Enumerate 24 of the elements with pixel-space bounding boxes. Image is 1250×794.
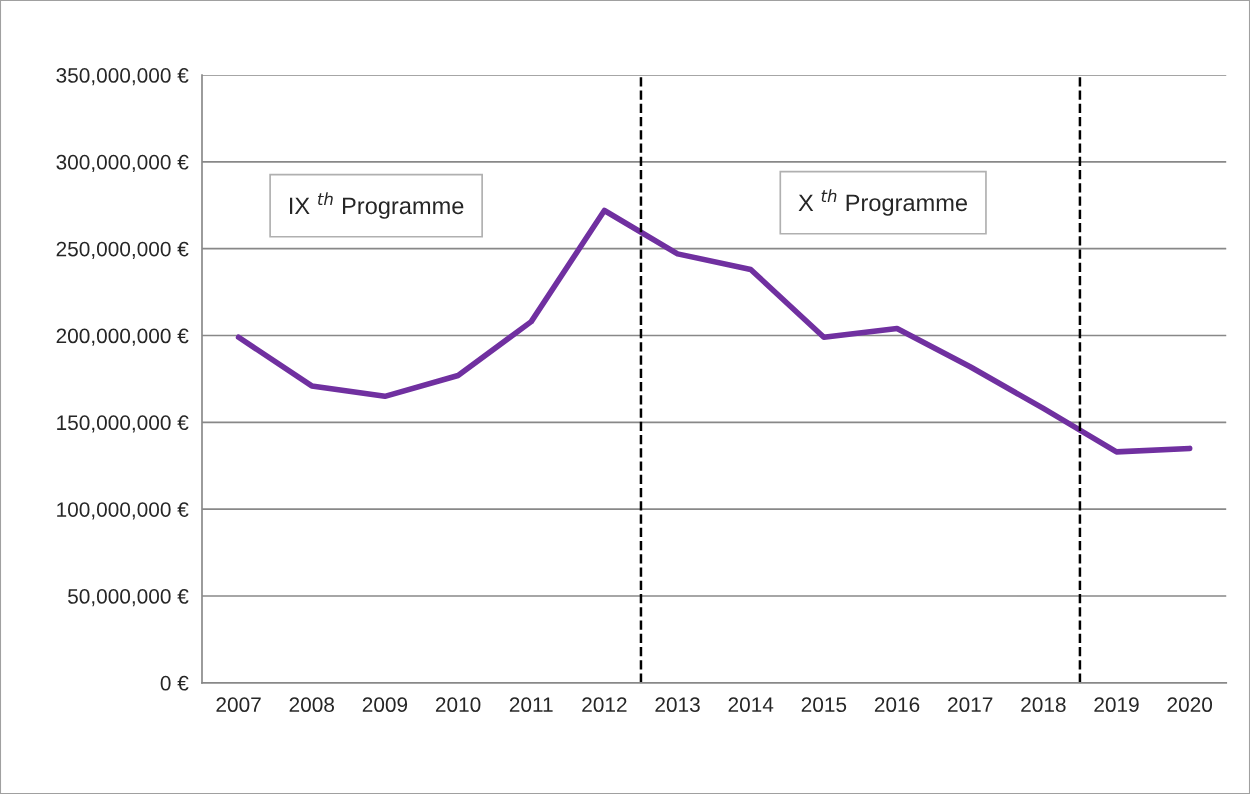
y-tick-label: 100,000,000 € bbox=[57, 502, 189, 520]
y-tick-label: 0 € bbox=[160, 675, 189, 691]
x-tick-label: 2010 bbox=[435, 697, 481, 713]
x-tick-label: 2009 bbox=[362, 697, 408, 713]
x-tick-label: 2018 bbox=[1021, 697, 1066, 713]
y-tick-label: 50,000,000 € bbox=[68, 589, 189, 607]
x-tick-label: 2012 bbox=[582, 697, 627, 713]
annotation: IX $^{th}$ Programme bbox=[290, 192, 464, 219]
y-tick-label: 200,000,000 € bbox=[56, 328, 189, 346]
x-tick-label: 2015 bbox=[801, 697, 847, 713]
y-tick-label: 250,000,000 € bbox=[56, 241, 189, 259]
x-tick-label: 2011 bbox=[509, 697, 553, 713]
x-tick-label: 2017 bbox=[948, 697, 993, 713]
x-tick-label: 2016 bbox=[874, 697, 920, 713]
x-tick-label: 2019 bbox=[1094, 697, 1139, 713]
y-tick-label: 150,000,000 € bbox=[57, 415, 189, 433]
y-tick-label: 350,000,000 € bbox=[56, 68, 189, 86]
x-tick-label: 2008 bbox=[289, 697, 335, 713]
x-tick-label: 2007 bbox=[216, 697, 261, 713]
y-tick-label: 300,000,000 € bbox=[56, 154, 189, 173]
x-tick-label: 2014 bbox=[728, 697, 774, 713]
x-tick-label: 2013 bbox=[655, 697, 700, 713]
x-tick-label: 2020 bbox=[1167, 697, 1213, 713]
annotation: X $^{th}$ Programme bbox=[798, 189, 967, 216]
